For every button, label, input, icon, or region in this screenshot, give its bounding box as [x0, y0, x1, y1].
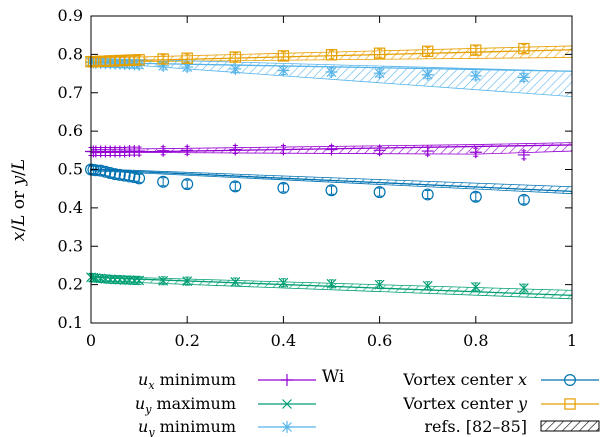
data-point-s4-15	[229, 180, 242, 193]
data-point-s5-15	[229, 51, 241, 63]
data-point-s3-18	[373, 67, 386, 80]
svg-text:refs. [82–85]: refs. [82–85]	[424, 417, 527, 436]
data-point-s2-12	[134, 275, 145, 286]
x-axis-label: Wi	[322, 367, 345, 387]
data-point-s3-16	[277, 64, 290, 77]
legend-entry-references: refs. [82–85]	[424, 417, 600, 436]
legend-entry-1: ux minimum	[138, 370, 316, 392]
data-point-s4-12	[133, 172, 146, 185]
data-point-s1-20	[469, 146, 482, 159]
x-tick-label: 0.6	[367, 331, 392, 350]
x-tick-label: 0	[86, 331, 96, 350]
svg-text:Vortex center x: Vortex center x	[402, 370, 527, 389]
y-tick-label: 0.9	[58, 6, 83, 25]
data-point-s3-21	[517, 71, 530, 84]
data-point-s5-12	[133, 54, 145, 66]
y-tick-label: 0.7	[58, 83, 83, 102]
y-tick-label: 0.8	[58, 44, 83, 63]
data-point-s4-16	[277, 181, 290, 194]
data-point-s5-17	[325, 49, 338, 61]
axis-ticks: 0 0.2 0.4 0.6 0.8 1 0.1 0.2 0.3 0.4 0.5 0.6 0.7 0.8 0.…	[58, 6, 578, 350]
data-point-s4-4	[94, 164, 107, 177]
svg-text:ux minimum: ux minimum	[138, 370, 236, 392]
y-tick-label: 0.6	[58, 121, 83, 140]
data-point-s2-16	[278, 277, 289, 288]
x-tick-label: 0.8	[463, 331, 488, 350]
svg-text:uy maximum: uy maximum	[135, 394, 236, 416]
data-point-s1-17	[325, 143, 338, 156]
y-tick-label: 0.4	[58, 198, 83, 217]
data-point-s2-20	[470, 282, 481, 292]
data-point-s2-14	[182, 276, 193, 287]
data-point-s3-20	[469, 69, 482, 82]
legend-entry-2: uy maximum	[135, 394, 316, 416]
data-point-s1-12	[133, 145, 146, 158]
legend-entry-4: Vortex center x	[402, 370, 599, 389]
data-point-s5-21	[518, 42, 530, 55]
data-point-s5-13	[157, 53, 169, 65]
y-tick-label: 0.1	[58, 313, 83, 332]
data-point-s2-15	[230, 277, 241, 287]
data-point-s5-16	[277, 50, 290, 62]
x-tick-label: 1	[567, 331, 577, 350]
data-point-s1-13	[157, 144, 170, 157]
y-tick-label: 0.3	[58, 236, 83, 255]
data-point-s1-15	[229, 143, 242, 156]
legend-entry-3: uy minimum	[138, 417, 316, 437]
data-point-s4-18	[373, 186, 386, 199]
data-point-s1-18	[373, 144, 386, 157]
data-point-s3-17	[325, 66, 338, 79]
data-point-s4-20	[469, 190, 482, 203]
data-point-s5-14	[181, 52, 193, 64]
data-markers	[84, 42, 530, 294]
data-point-s5-20	[470, 44, 482, 56]
legend-swatch-hatch	[540, 420, 600, 432]
y-tick-label: 0.2	[58, 275, 83, 294]
data-point-s5-19	[422, 45, 434, 58]
series-line-4	[90, 168, 573, 193]
data-point-s1-14	[181, 144, 194, 157]
data-point-s1-16	[277, 143, 290, 156]
y-axis-label: x/L or y/L	[9, 159, 29, 241]
data-point-s2-18	[374, 279, 385, 290]
data-point-s2-17	[326, 278, 337, 289]
legend-entry-5: Vortex center y	[402, 394, 599, 413]
data-point-s1-19	[421, 145, 434, 158]
data-point-s4-19	[421, 188, 434, 201]
data-point-s2-19	[422, 280, 433, 291]
data-point-s5-18	[373, 47, 386, 59]
x-tick-label: 0.2	[174, 331, 199, 350]
svg-text:uy minimum: uy minimum	[138, 417, 236, 437]
data-point-s4-21	[517, 193, 530, 206]
data-point-s4-14	[181, 178, 194, 191]
data-point-s3-19	[421, 68, 434, 81]
svg-text:Vortex center y: Vortex center y	[402, 394, 528, 413]
data-point-s3-15	[229, 62, 242, 75]
data-point-s2-13	[158, 275, 169, 286]
data-point-s1-21	[517, 148, 530, 161]
y-tick-label: 0.5	[58, 160, 83, 179]
data-point-s2-21	[518, 283, 529, 294]
data-point-s4-17	[325, 184, 338, 197]
data-point-s3-13	[157, 59, 170, 72]
data-point-s4-13	[157, 175, 170, 188]
x-tick-label: 0.4	[271, 331, 296, 350]
